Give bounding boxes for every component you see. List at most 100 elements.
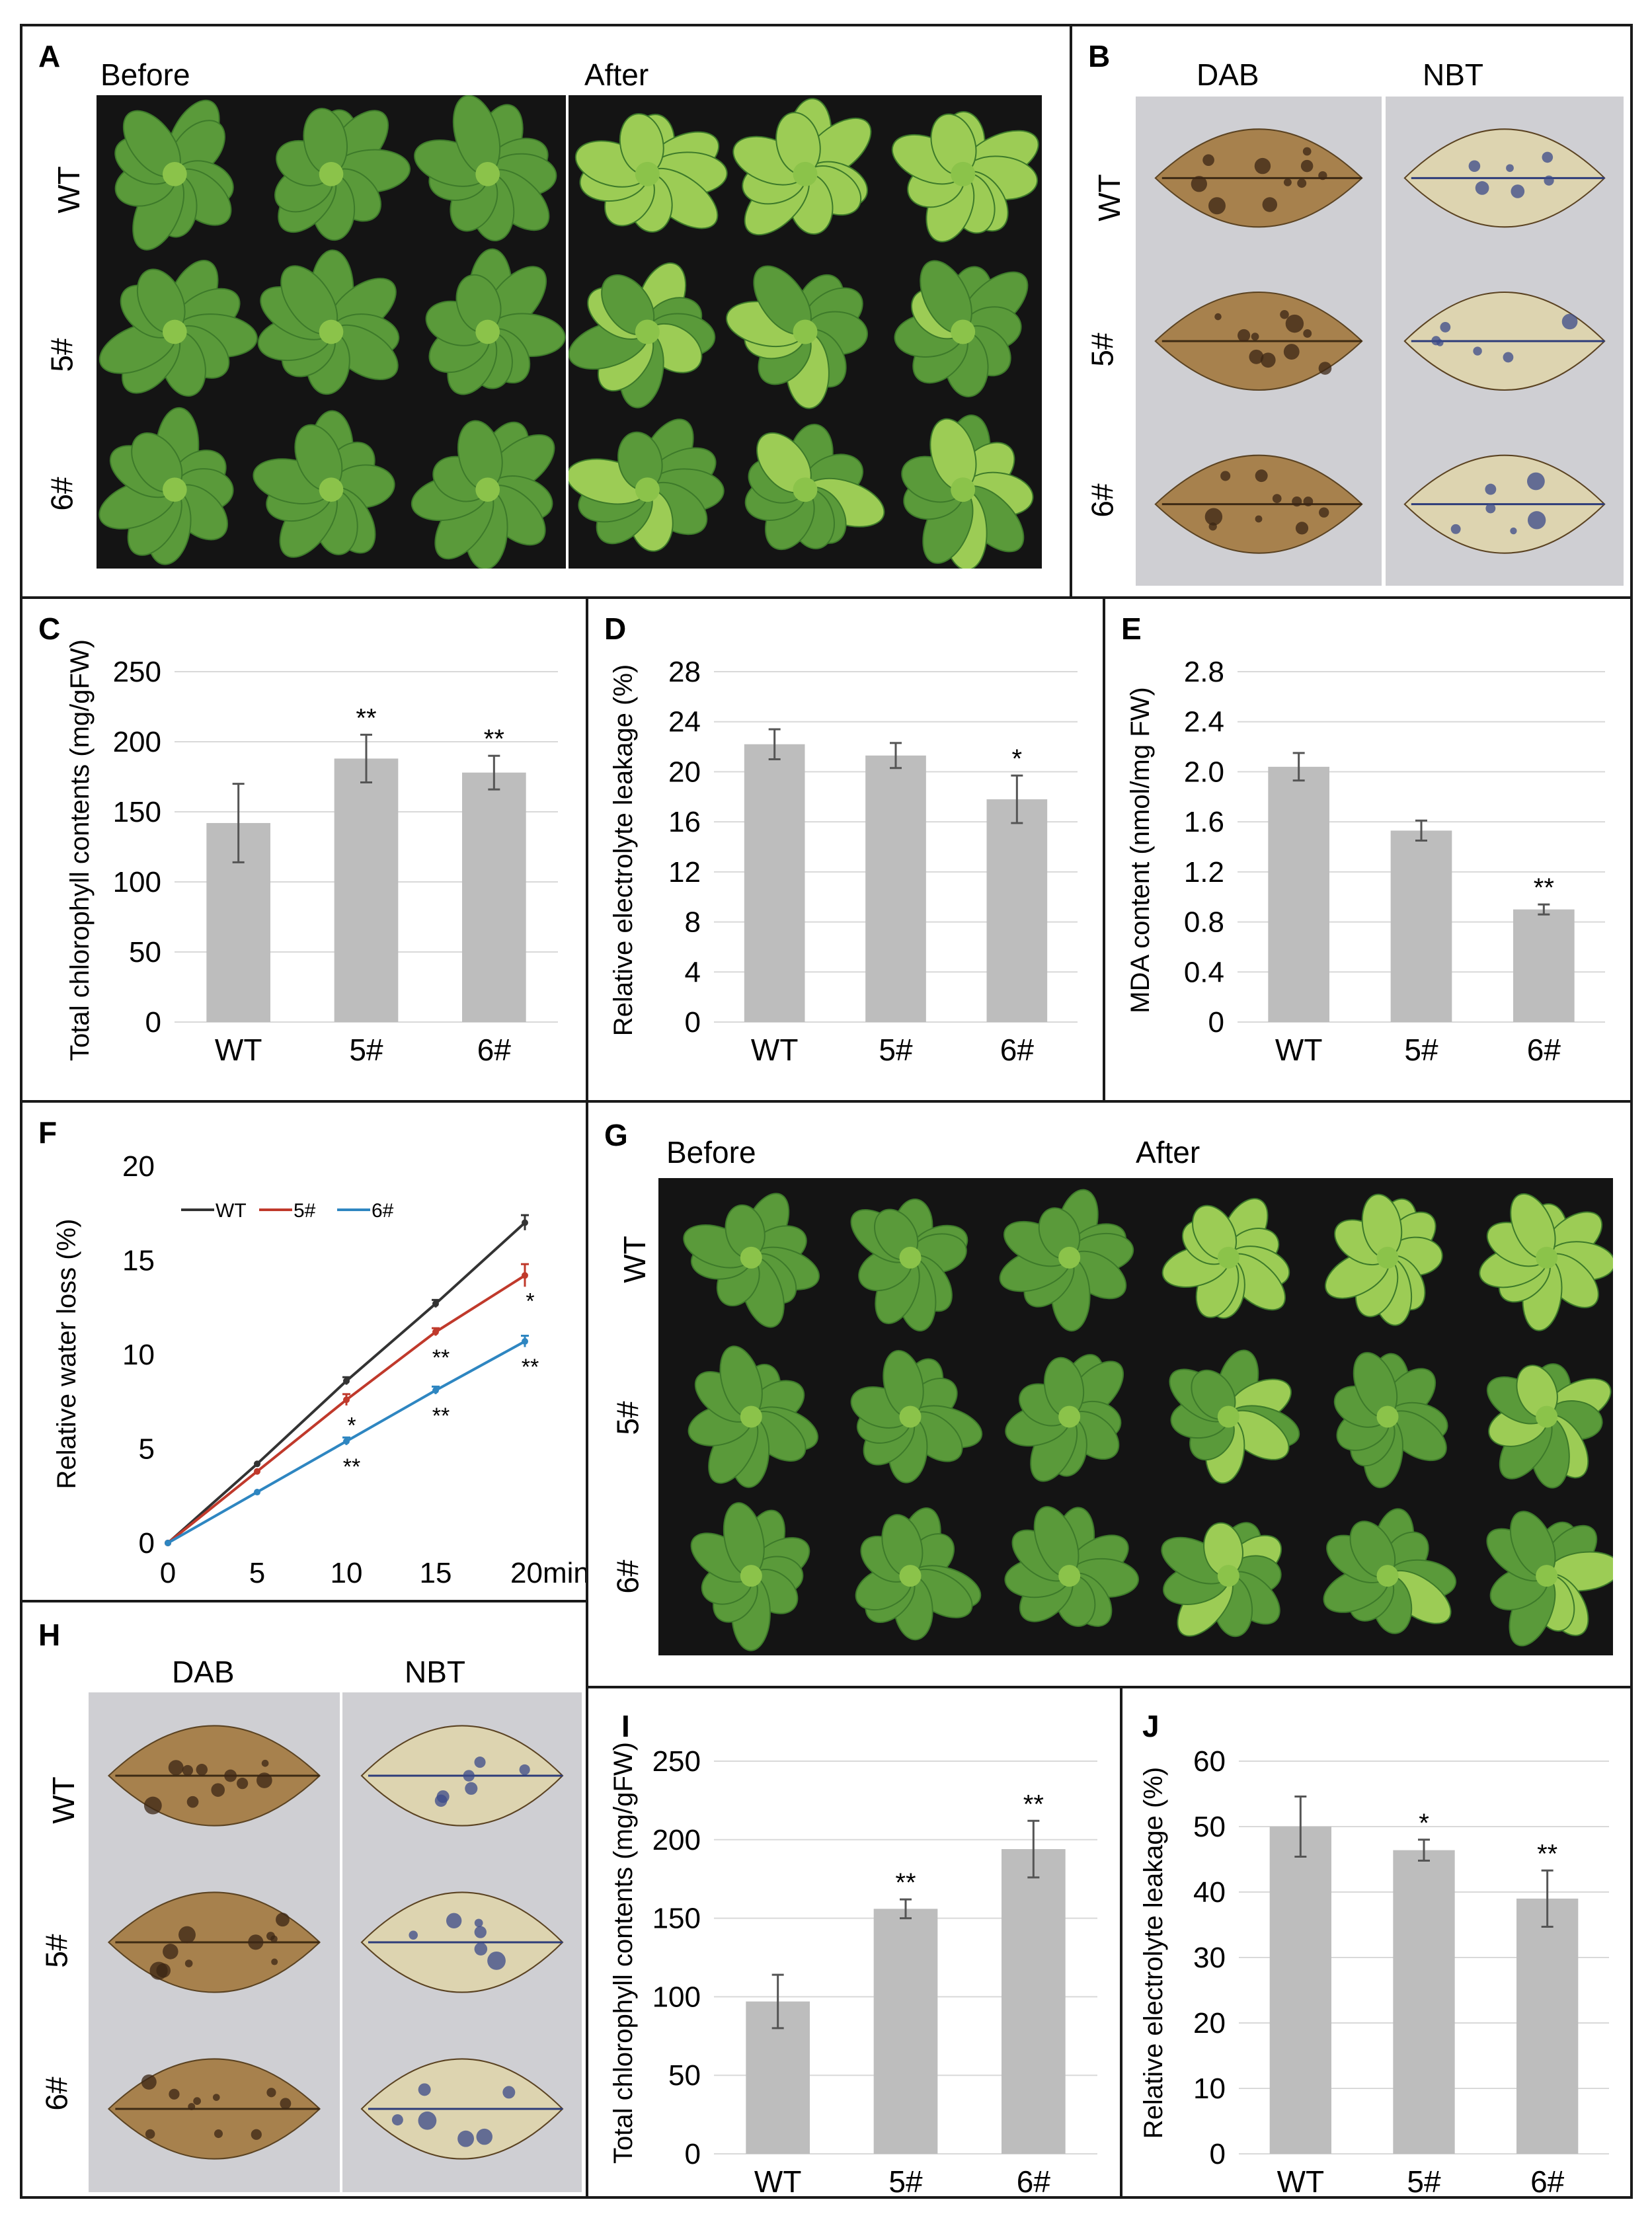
x-tick-label: WT xyxy=(1277,2164,1325,2199)
row-label-6: 6# xyxy=(610,1560,645,1594)
plant-rosette xyxy=(1004,1506,1139,1627)
rosette-center xyxy=(1217,1405,1239,1428)
rosette-center xyxy=(1058,1246,1081,1269)
rosette-center xyxy=(793,477,818,502)
x-tick-label: 20min xyxy=(510,1557,590,1589)
rosette-center xyxy=(635,477,660,502)
plant-rosettes xyxy=(569,98,1039,569)
nbt-leaf-photo xyxy=(1386,97,1624,586)
stain-spot xyxy=(261,1759,269,1767)
stain-spot xyxy=(487,1952,506,1970)
y-tick-label: 20 xyxy=(122,1150,155,1183)
stain-spot xyxy=(519,1764,530,1775)
row-label-5: 5# xyxy=(39,1934,74,1968)
panel-i: I Total chlorophyll contents (mg/gFW) 0 50… xyxy=(586,1686,1122,2199)
y-tick-label: 20 xyxy=(668,756,701,788)
y-tick-label: 0 xyxy=(1210,2138,1226,2170)
stain-spot xyxy=(149,1961,168,1980)
x-tick-label: WT xyxy=(751,1033,799,1067)
rosette-center xyxy=(1376,1405,1399,1428)
plant-rosette xyxy=(683,1193,820,1328)
y-tick-label: 50 xyxy=(668,2059,701,2092)
panel-label: J xyxy=(1142,1709,1160,1743)
significance-marker: ** xyxy=(484,725,504,754)
stain-spot xyxy=(256,1772,272,1788)
rosette-center xyxy=(951,319,976,344)
stain-spot xyxy=(1473,346,1482,356)
y-tick-label: 10 xyxy=(122,1339,155,1371)
y-tick-label: 60 xyxy=(1193,1745,1226,1778)
plant-photo-before-after xyxy=(658,1178,1613,1655)
plant-rosette xyxy=(114,99,234,251)
rosette-center xyxy=(1058,1565,1081,1587)
significance-marker: ** xyxy=(1534,873,1554,902)
significance-marker: ** xyxy=(522,1355,539,1380)
row-label-wt: WT xyxy=(1091,174,1126,221)
stain-spot xyxy=(465,1782,478,1795)
y-axis-label: Relative electrolyte leakage (%) xyxy=(1139,1767,1168,2139)
rosette-center xyxy=(1217,1246,1239,1269)
stain-spot xyxy=(1260,352,1276,368)
x-tick-label: 5# xyxy=(1404,1033,1438,1067)
y-tick-label: 2.0 xyxy=(1184,756,1224,788)
stain-spot xyxy=(1475,181,1489,195)
stain-spot xyxy=(474,1942,488,1956)
significance-marker: * xyxy=(1419,1809,1429,1838)
panel-h: H DAB NBT WT 5# 6# xyxy=(20,1600,588,2199)
stain-spot xyxy=(1191,176,1207,192)
nbt-column-label: NBT xyxy=(405,1655,465,1689)
data-point xyxy=(254,1468,260,1475)
y-axis-label: Total chlorophyll contents (mg/gFW) xyxy=(609,1742,638,2164)
plant-rosette xyxy=(1479,1193,1613,1331)
x-tick-label: 0 xyxy=(160,1557,176,1589)
x-tick-label: 6# xyxy=(1527,1033,1561,1067)
panel-a: A Before After WT 5# 6# xyxy=(20,24,1072,599)
chart-j: Relative electrolyte leakage (%) 0 10 20 30 4… xyxy=(1139,1745,1609,2199)
panel-label: I xyxy=(621,1709,630,1743)
dab-column-label: DAB xyxy=(172,1655,235,1689)
plant-rosette xyxy=(894,260,1029,397)
stain-spot xyxy=(1283,178,1292,186)
stain-spot xyxy=(391,2114,403,2126)
rosette-center xyxy=(793,319,818,344)
stain-spot xyxy=(474,1757,486,1768)
bar xyxy=(1390,830,1452,1022)
chart-f: Relative water loss (%) 0 5 10 15 20 0 5 10 15 20m… xyxy=(52,1150,590,1589)
plant-rosette xyxy=(690,1502,810,1651)
significance-marker: ** xyxy=(356,703,376,732)
stain-spot xyxy=(1295,522,1309,535)
plant-rosette xyxy=(1324,1193,1443,1326)
rosette-center xyxy=(740,1405,762,1428)
stain-spot xyxy=(1511,184,1525,198)
plant-rosette xyxy=(274,108,411,241)
stain-spot xyxy=(1318,362,1332,375)
stain-spot xyxy=(1526,472,1545,491)
row-label-5: 5# xyxy=(44,338,79,372)
significance-marker: * xyxy=(1012,744,1023,773)
dab-leaf-photo xyxy=(1136,97,1382,586)
y-tick-label: 250 xyxy=(113,656,161,688)
plant-rosette xyxy=(855,1507,982,1641)
rosette-center xyxy=(1376,1246,1399,1269)
plant-rosette xyxy=(411,420,555,569)
rosette-center xyxy=(475,162,500,186)
x-tick-label: 5# xyxy=(1407,2164,1441,2199)
stain-spot xyxy=(1302,147,1312,156)
y-tick-label: 0 xyxy=(685,2138,701,2170)
stain-spot xyxy=(463,1770,475,1782)
plant-rosette xyxy=(1161,1522,1282,1638)
stain-spot xyxy=(1303,496,1314,506)
y-tick-label: 15 xyxy=(122,1245,155,1277)
stain-spot xyxy=(1251,333,1259,340)
x-tick-label: 15 xyxy=(420,1557,452,1589)
stain-spot xyxy=(1561,313,1578,330)
stain-spot xyxy=(418,2111,437,2130)
stain-spot xyxy=(446,1913,462,1929)
rosette-center xyxy=(951,477,976,502)
y-tick-label: 100 xyxy=(652,1981,701,2013)
rosette-center xyxy=(793,161,818,186)
stain-spot xyxy=(409,1930,418,1940)
significance-marker: ** xyxy=(432,1345,450,1370)
panel-label: D xyxy=(604,612,627,646)
stain-spot xyxy=(1506,164,1514,173)
